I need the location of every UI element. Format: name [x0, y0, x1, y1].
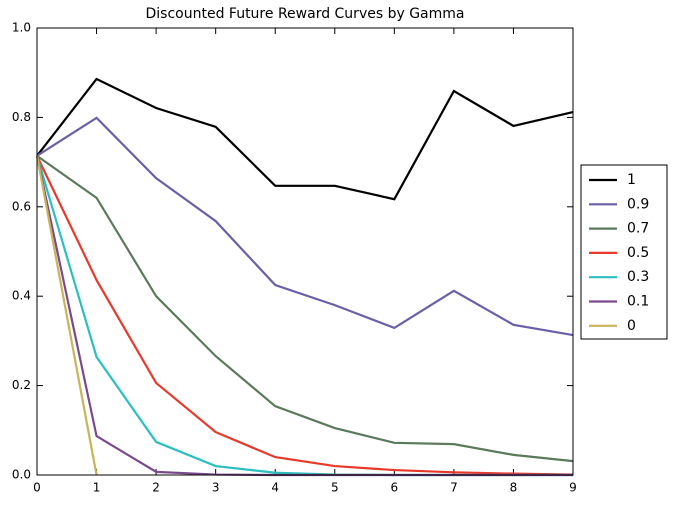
x-tick-label: 6 — [391, 481, 399, 495]
legend-label: 0.1 — [627, 294, 649, 310]
y-tick-label: 1.0 — [12, 21, 31, 35]
y-tick-label: 0.4 — [12, 289, 31, 303]
x-tick-label: 2 — [152, 481, 160, 495]
x-tick-label: 0 — [33, 481, 41, 495]
series-line — [35, 155, 98, 476]
x-tick-label: 7 — [450, 481, 458, 495]
x-tick-label: 4 — [271, 481, 279, 495]
series-line — [36, 77, 574, 201]
y-tick-label: 0.0 — [12, 468, 31, 482]
x-tick-label: 3 — [212, 481, 220, 495]
legend-label: 1 — [627, 172, 636, 188]
series-line — [36, 155, 574, 476]
y-tick-label: 0.2 — [12, 378, 31, 392]
x-tick-label: 8 — [510, 481, 518, 495]
x-tick-label: 5 — [331, 481, 339, 495]
chart-title: Discounted Future Reward Curves by Gamma — [146, 6, 465, 22]
y-tick-label: 0.8 — [12, 110, 31, 124]
legend-label: 0.9 — [627, 196, 649, 212]
series-line — [36, 116, 574, 337]
x-tick-label: 9 — [569, 481, 577, 495]
series-line — [36, 154, 574, 463]
y-tick-label: 0.6 — [12, 199, 31, 213]
legend-label: 0.7 — [627, 221, 649, 237]
plot-frame — [36, 27, 574, 476]
x-tick-label: 1 — [93, 481, 101, 495]
legend-label: 0 — [627, 318, 636, 334]
legend-label: 0.5 — [627, 245, 649, 261]
legend-label: 0.3 — [627, 269, 649, 285]
